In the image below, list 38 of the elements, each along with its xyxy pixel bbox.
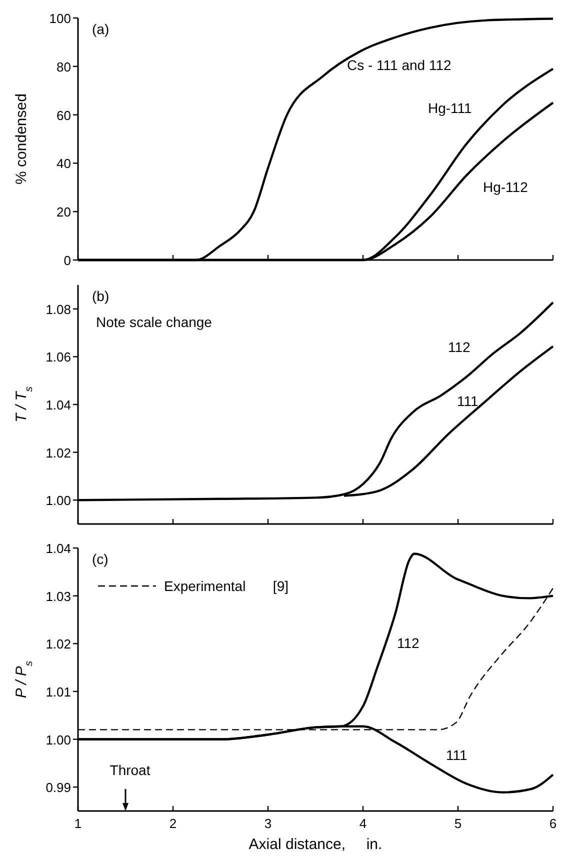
x-tick-label: 4 [359,816,367,831]
y-tick-label: 1.02 [46,636,71,652]
series-label: Cs - 111 and 112 [347,57,452,73]
series-label: 111 [457,393,478,409]
y-tick-label: 0.99 [46,780,71,796]
series-label: 111 [446,747,468,763]
y-tick-label: 1.02 [46,445,71,460]
x-tick-label: 5 [454,816,462,831]
chart-title: (b) [92,288,110,304]
annotation: Note scale change [96,314,212,330]
y-tick-label: 1.06 [46,350,71,365]
y-tick-label: 1.03 [46,588,71,604]
x-axis-title: Axial distance, in. [248,836,382,853]
y-axis-title: % condensed [13,94,30,184]
x-tick-label: 6 [549,816,557,831]
y-tick-label: 80 [56,59,71,74]
y-tick-label: 1.00 [46,493,71,508]
y-tick-label: 1.00 [46,732,71,748]
y-tick-label: 100 [49,11,71,26]
x-tick-label: 3 [264,816,272,831]
x-tick-label: 1 [74,816,82,831]
series-label: 112 [448,339,471,355]
chart-title: (a) [92,21,110,37]
annotation: Throat [110,762,150,778]
y-tick-label: 1.01 [46,684,71,700]
y-tick-label: 20 [56,204,71,220]
series-label: 112 [397,635,420,651]
series-label: Hg-112 [483,179,528,195]
y-tick-label: 60 [56,108,71,123]
y-tick-label: 1.08 [46,302,71,317]
y-tick-label: 40 [56,156,71,172]
x-tick-label: 2 [169,816,177,831]
y-tick-label: 1.04 [46,398,71,412]
chart-title: (c) [92,551,108,567]
y-tick-label: 0 [64,253,71,268]
y-tick-label: 1.04 [46,541,71,556]
series-label: Hg-111 [428,100,472,116]
legend-label: Experimental [9] [164,578,288,594]
